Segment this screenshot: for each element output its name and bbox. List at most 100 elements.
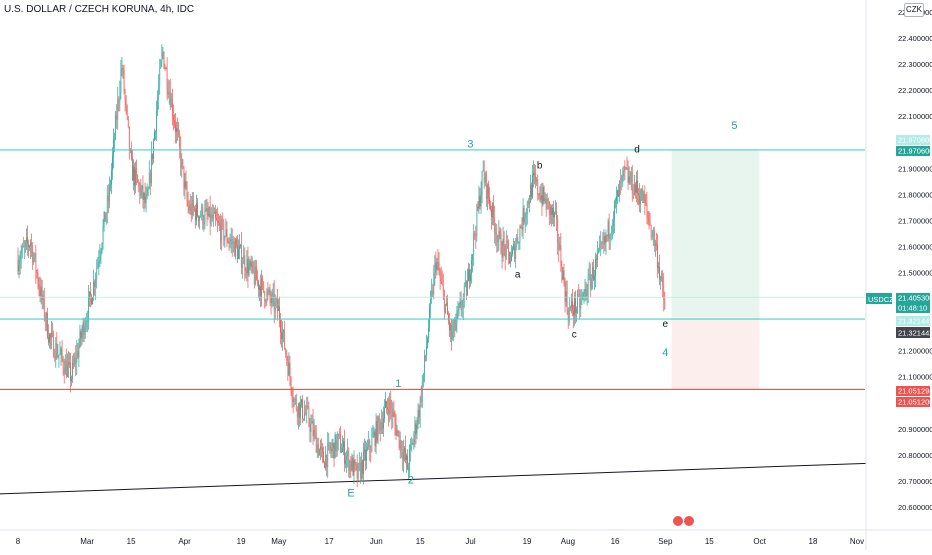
candle-body — [417, 409, 419, 425]
candle-body — [277, 298, 278, 311]
stop-tag: 21.051200 — [898, 398, 932, 407]
candle-body — [173, 115, 174, 120]
candle-body — [331, 447, 333, 452]
candle-body — [466, 281, 467, 296]
candle-body — [598, 249, 599, 253]
candle-body — [483, 169, 485, 183]
candle-body — [254, 266, 256, 285]
candle-body — [116, 115, 118, 120]
candle-body — [596, 259, 597, 260]
candle-body — [267, 291, 269, 293]
candle-body — [65, 360, 67, 377]
candle-body — [429, 305, 430, 329]
x-tick-label: 16 — [611, 537, 620, 546]
countdown-tag: 01:48:10 — [898, 304, 927, 313]
candle-body — [119, 92, 121, 101]
candle-body — [472, 254, 473, 260]
candle-body — [542, 187, 544, 205]
entry-tag: 21.321442 — [898, 329, 932, 338]
candle-body — [530, 184, 531, 203]
y-tick-label: 21.100000 — [898, 373, 932, 382]
candle-body — [269, 289, 271, 299]
candle-body — [494, 217, 496, 234]
y-tick-label: 22.400000 — [898, 34, 932, 43]
candle-body — [586, 294, 588, 297]
candle-body — [399, 440, 401, 448]
x-tick-label: 15 — [416, 537, 425, 546]
candle-body — [310, 423, 312, 432]
candle-body — [663, 285, 665, 300]
candle-body — [652, 230, 654, 236]
candle-body — [624, 166, 626, 168]
candle-body — [59, 353, 61, 355]
candle-body — [226, 229, 228, 242]
candle-body — [217, 220, 218, 222]
candle-body — [379, 421, 381, 431]
candle-body — [138, 182, 140, 185]
candle-body — [550, 206, 551, 215]
candle-body — [473, 233, 475, 255]
candle-body — [411, 442, 413, 446]
candle-body — [131, 150, 132, 159]
candle-body — [340, 434, 341, 453]
candle-body — [180, 147, 182, 168]
candle-body — [245, 271, 247, 274]
candle-body — [338, 433, 340, 435]
candle-body — [656, 243, 657, 246]
candle-body — [293, 399, 295, 402]
candle-body — [62, 358, 64, 369]
candle-body — [244, 255, 246, 272]
candle-body — [53, 333, 55, 357]
candle-body — [442, 284, 444, 292]
candle-body — [582, 294, 584, 297]
candle-body — [162, 52, 164, 53]
candle-body — [352, 457, 354, 476]
candle-body — [415, 423, 417, 434]
y-tick-label: 21.700000 — [898, 216, 932, 225]
candle-body — [628, 176, 630, 183]
candle-body — [389, 399, 391, 415]
candle-body — [559, 245, 561, 250]
candle-body — [160, 61, 162, 69]
candle-body — [509, 251, 510, 264]
candle-body — [588, 273, 590, 275]
candle-body — [337, 433, 339, 440]
candle-body — [92, 298, 93, 305]
candle-body — [345, 460, 346, 464]
candle-body — [609, 233, 611, 239]
candle-body — [563, 270, 565, 283]
candle-body — [412, 442, 414, 445]
candle-body — [649, 222, 651, 226]
candle-body — [130, 150, 131, 152]
candle-body — [147, 188, 149, 195]
candle-body — [522, 207, 524, 230]
candle-body — [324, 462, 325, 468]
candle-body — [211, 214, 213, 220]
candle-body — [54, 356, 56, 359]
candle-body — [435, 262, 437, 270]
candle-body — [233, 241, 235, 257]
candle-body — [106, 195, 108, 214]
candle-body — [103, 211, 105, 227]
candle-body — [354, 459, 356, 464]
candle-body — [342, 447, 343, 452]
y-tick-label: 22.200000 — [898, 86, 932, 95]
candle-body — [281, 332, 282, 339]
candle-body — [68, 362, 69, 366]
candle-body — [303, 418, 304, 420]
candle-body — [329, 442, 331, 450]
candle-body — [100, 250, 102, 257]
currency-badge[interactable]: CZK — [904, 3, 924, 17]
candle-body — [250, 261, 252, 268]
candle-body — [38, 284, 40, 289]
candle-body — [482, 169, 484, 172]
candle-body — [257, 280, 258, 282]
candle-body — [50, 334, 51, 338]
candle-body — [602, 243, 604, 245]
candle-body — [35, 253, 37, 272]
candle-body — [560, 245, 562, 268]
candle-body — [397, 430, 399, 432]
candle-body — [301, 399, 302, 405]
